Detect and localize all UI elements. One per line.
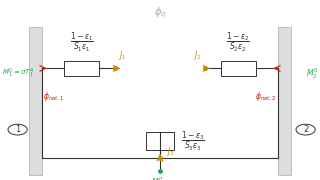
Text: 2: 2 [303,125,308,134]
Text: $J_3$: $J_3$ [166,145,175,158]
Bar [64,61,99,76]
Text: $\phi_{net,2}$: $\phi_{net,2}$ [255,90,277,103]
Text: $J_2$: $J_2$ [193,49,202,62]
Text: $M_1^0 = \sigma T_1^4$: $M_1^0 = \sigma T_1^4$ [2,67,34,80]
Bar [278,27,291,175]
Text: $J_1$: $J_1$ [118,49,127,62]
Text: $\dfrac{1-\varepsilon_3}{S_3\varepsilon_3}$: $\dfrac{1-\varepsilon_3}{S_3\varepsilon_… [181,130,205,153]
Text: $\dfrac{1-\varepsilon_1}{S_1\varepsilon_1}$: $\dfrac{1-\varepsilon_1}{S_1\varepsilon_… [70,31,93,54]
Text: $\phi_q$: $\phi_q$ [154,5,166,20]
Bar [221,61,256,76]
Text: $\dfrac{1-\varepsilon_2}{S_2\varepsilon_2}$: $\dfrac{1-\varepsilon_2}{S_2\varepsilon_… [227,31,250,54]
Text: $\phi_{net,1}$: $\phi_{net,1}$ [43,90,65,103]
Bar [146,132,174,150]
Bar [29,27,42,175]
Text: $M_2^0$: $M_2^0$ [306,66,318,81]
Text: $M_3^0$: $M_3^0$ [151,176,163,180]
Text: 1: 1 [15,125,20,134]
